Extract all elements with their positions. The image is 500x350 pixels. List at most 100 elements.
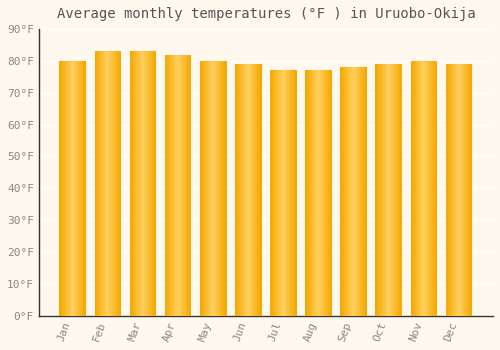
Bar: [325, 70, 326, 316]
Bar: [360, 67, 362, 316]
Bar: [152, 51, 154, 316]
Bar: [381, 64, 382, 316]
Bar: [456, 64, 458, 316]
Bar: [400, 64, 402, 316]
Bar: [294, 70, 296, 316]
Bar: [168, 55, 169, 316]
Bar: [97, 51, 99, 316]
Bar: [470, 64, 471, 316]
Bar: [330, 70, 332, 316]
Bar: [110, 51, 112, 316]
Bar: [340, 67, 342, 316]
Bar: [382, 64, 384, 316]
Bar: [276, 70, 277, 316]
Bar: [114, 51, 116, 316]
Bar: [467, 64, 468, 316]
Bar: [205, 61, 207, 316]
Bar: [348, 67, 350, 316]
Bar: [139, 51, 140, 316]
Bar: [282, 70, 284, 316]
Bar: [140, 51, 142, 316]
Bar: [79, 61, 81, 316]
Bar: [80, 61, 82, 316]
Bar: [61, 61, 62, 316]
Bar: [105, 51, 107, 316]
Bar: [274, 70, 276, 316]
Bar: [340, 67, 366, 316]
Bar: [310, 70, 312, 316]
Bar: [72, 61, 73, 316]
Bar: [434, 61, 436, 316]
Bar: [343, 67, 344, 316]
Bar: [136, 51, 138, 316]
Bar: [394, 64, 396, 316]
Bar: [317, 70, 319, 316]
Bar: [101, 51, 103, 316]
Bar: [322, 70, 324, 316]
Bar: [68, 61, 70, 316]
Bar: [432, 61, 434, 316]
Bar: [463, 64, 464, 316]
Bar: [313, 70, 315, 316]
Bar: [120, 51, 122, 316]
Bar: [286, 70, 288, 316]
Bar: [320, 70, 322, 316]
Bar: [235, 64, 262, 316]
Bar: [143, 51, 144, 316]
Bar: [142, 51, 143, 316]
Bar: [366, 67, 367, 316]
Bar: [182, 55, 184, 316]
Bar: [280, 70, 281, 316]
Bar: [216, 61, 218, 316]
Bar: [252, 64, 254, 316]
Bar: [172, 55, 174, 316]
Bar: [180, 55, 181, 316]
Bar: [102, 51, 104, 316]
Bar: [180, 55, 182, 316]
Bar: [422, 61, 424, 316]
Bar: [201, 61, 203, 316]
Bar: [118, 51, 120, 316]
Bar: [316, 70, 318, 316]
Bar: [94, 51, 121, 316]
Bar: [384, 64, 386, 316]
Bar: [220, 61, 222, 316]
Bar: [112, 51, 114, 316]
Bar: [355, 67, 356, 316]
Bar: [104, 51, 106, 316]
Bar: [168, 55, 170, 316]
Bar: [455, 64, 456, 316]
Bar: [421, 61, 423, 316]
Bar: [109, 51, 110, 316]
Bar: [165, 55, 191, 316]
Bar: [430, 61, 432, 316]
Bar: [217, 61, 218, 316]
Bar: [288, 70, 289, 316]
Bar: [70, 61, 71, 316]
Bar: [144, 51, 146, 316]
Bar: [447, 64, 448, 316]
Bar: [247, 64, 248, 316]
Bar: [314, 70, 316, 316]
Bar: [221, 61, 222, 316]
Bar: [416, 61, 418, 316]
Bar: [222, 61, 224, 316]
Bar: [276, 70, 278, 316]
Bar: [356, 67, 358, 316]
Bar: [468, 64, 470, 316]
Bar: [412, 61, 414, 316]
Bar: [278, 70, 280, 316]
Bar: [213, 61, 215, 316]
Bar: [318, 70, 320, 316]
Bar: [183, 55, 185, 316]
Bar: [436, 61, 438, 316]
Bar: [273, 70, 274, 316]
Bar: [306, 70, 308, 316]
Bar: [326, 70, 328, 316]
Bar: [414, 61, 416, 316]
Bar: [209, 61, 211, 316]
Bar: [116, 51, 117, 316]
Bar: [386, 64, 388, 316]
Bar: [384, 64, 385, 316]
Title: Average monthly temperatures (°F ) in Uruobo-Okija: Average monthly temperatures (°F ) in Ur…: [56, 7, 476, 21]
